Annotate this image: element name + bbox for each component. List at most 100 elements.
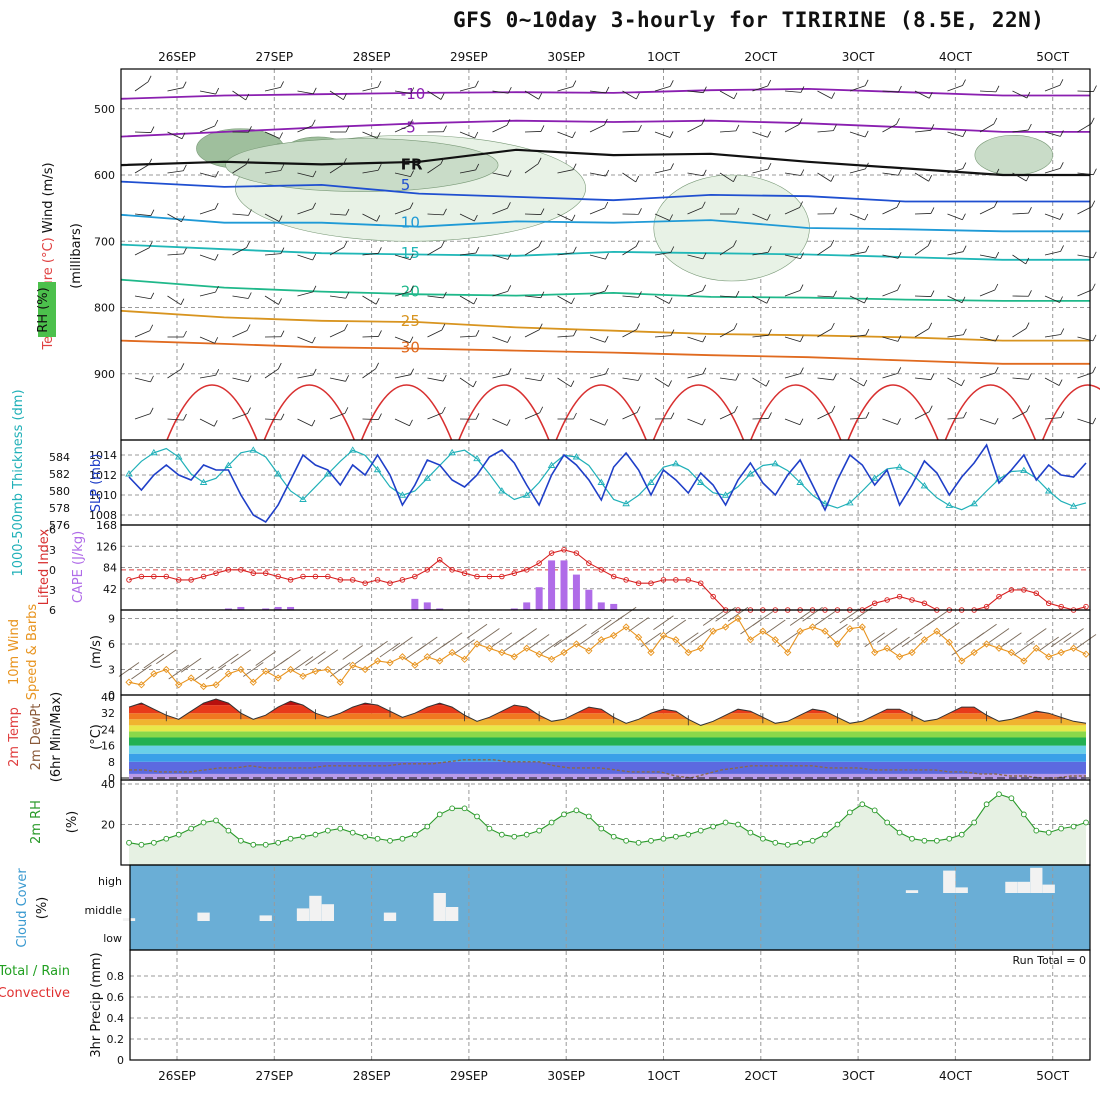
wind-speed-point bbox=[759, 627, 767, 635]
cloud-cell bbox=[1017, 881, 1031, 893]
temp-band bbox=[129, 713, 1086, 720]
rh-point bbox=[275, 839, 281, 846]
wind-barb bbox=[622, 412, 638, 420]
wind-barb bbox=[557, 86, 573, 92]
wind-barb bbox=[264, 418, 281, 421]
wind-barb bbox=[817, 245, 831, 256]
wind-barb bbox=[329, 213, 346, 216]
wind-barb bbox=[654, 85, 671, 92]
wind-barb-flag bbox=[475, 329, 480, 337]
li-point bbox=[648, 580, 654, 586]
wind-barb bbox=[492, 290, 508, 297]
wind-barb-flag bbox=[733, 175, 737, 182]
rh-point bbox=[1083, 819, 1089, 826]
wind-barb-flag bbox=[766, 214, 771, 221]
wind-barb-flag bbox=[213, 420, 218, 427]
wind-barb bbox=[979, 418, 996, 425]
date-label-bottom: 3OCT bbox=[842, 1069, 875, 1083]
wind-barb-flag bbox=[280, 413, 285, 421]
cape-bar bbox=[224, 608, 232, 610]
wind-barb bbox=[687, 124, 702, 133]
wind-barb-flag bbox=[540, 208, 545, 215]
li-tick-label: -6 bbox=[45, 524, 56, 537]
wind-barb-flag bbox=[897, 418, 901, 425]
surface-temp-arc bbox=[555, 384, 647, 441]
wind-barb bbox=[976, 623, 997, 639]
precip-total-label: Total / Rain bbox=[0, 964, 70, 979]
li-line bbox=[128, 549, 1087, 611]
li-point bbox=[486, 573, 493, 580]
temp-line bbox=[128, 698, 1087, 726]
wind-barb bbox=[719, 90, 735, 100]
wind-barb-flag bbox=[898, 85, 902, 93]
wind-barb bbox=[784, 207, 800, 215]
cape-bar bbox=[610, 603, 618, 610]
wind-barb-flag bbox=[345, 125, 350, 133]
wind-barb-flag bbox=[833, 207, 837, 214]
cloud-cell bbox=[433, 893, 446, 921]
li-point bbox=[598, 567, 605, 573]
cape-tick-label: 168 bbox=[96, 519, 117, 532]
wind-barb-flag bbox=[735, 290, 740, 298]
wind-speed-point bbox=[299, 672, 307, 680]
wind-speed-point bbox=[597, 636, 605, 644]
temp-band bbox=[129, 725, 1086, 732]
thickness-point bbox=[597, 478, 606, 485]
wind-barb-flag bbox=[767, 79, 772, 87]
wind-barb bbox=[849, 251, 866, 256]
wind-barb-flag bbox=[1025, 322, 1030, 329]
wind-barb-flag bbox=[994, 366, 999, 374]
wind-barb bbox=[524, 131, 542, 133]
wind-barb bbox=[849, 168, 866, 174]
wind-barb-flag bbox=[247, 292, 252, 299]
cape-bar bbox=[523, 602, 531, 610]
wind-barb-flag bbox=[539, 406, 544, 413]
wind-barb-flag bbox=[181, 215, 185, 222]
thickness-point bbox=[398, 491, 407, 498]
wind-barb bbox=[622, 246, 637, 256]
wind-barb-flag bbox=[1060, 328, 1065, 335]
wind-barb-flag bbox=[1091, 283, 1096, 290]
isotherm-label: FR bbox=[401, 155, 423, 173]
wind-barb bbox=[1044, 213, 1061, 220]
rh-point bbox=[697, 827, 704, 834]
wind-barb bbox=[417, 636, 438, 652]
wind-barb-flag bbox=[376, 215, 381, 222]
wind-barb bbox=[167, 170, 184, 174]
wind-barb-flag bbox=[733, 240, 737, 247]
thickness-point bbox=[796, 478, 804, 485]
wind-barb bbox=[882, 123, 897, 133]
wind-barb-flag bbox=[345, 292, 350, 299]
isotherm-label: -10 bbox=[401, 85, 426, 103]
wind-barb-flag bbox=[702, 335, 707, 343]
wind-barb bbox=[817, 328, 832, 338]
precip-tick-label: 0.2 bbox=[107, 1033, 125, 1046]
wind-barb-flag bbox=[277, 362, 282, 370]
li-point bbox=[697, 580, 704, 586]
wind-speed-line bbox=[128, 617, 1087, 688]
wind-barb-flag bbox=[735, 124, 740, 132]
li-point bbox=[499, 573, 505, 580]
wind-barb bbox=[557, 295, 572, 305]
wind-barb-flag bbox=[507, 202, 511, 209]
rh-area-base bbox=[129, 794, 1086, 865]
cape-bar bbox=[510, 608, 518, 610]
wind-barb-flag bbox=[1093, 168, 1097, 175]
wind-barb-flag bbox=[1059, 296, 1063, 303]
wind-barb-flag bbox=[605, 252, 609, 260]
rh-point bbox=[946, 835, 953, 842]
wind-speed-point bbox=[871, 648, 879, 657]
wind-barb bbox=[719, 411, 735, 420]
thickness-tick-label: 582 bbox=[49, 468, 70, 481]
date-label-top: 5OCT bbox=[1036, 50, 1069, 64]
temp-band bbox=[129, 753, 1086, 762]
wind-barb-flag bbox=[799, 418, 804, 425]
li-point bbox=[673, 577, 679, 583]
date-label-bottom: 29SEP bbox=[450, 1069, 488, 1083]
wind-speed-point bbox=[398, 653, 407, 661]
wind-barb bbox=[516, 628, 537, 643]
wind-barb bbox=[427, 246, 442, 256]
wind-barb bbox=[882, 206, 898, 215]
wind-barb-flag bbox=[800, 86, 805, 93]
temp-tick-label: 16 bbox=[101, 740, 115, 753]
